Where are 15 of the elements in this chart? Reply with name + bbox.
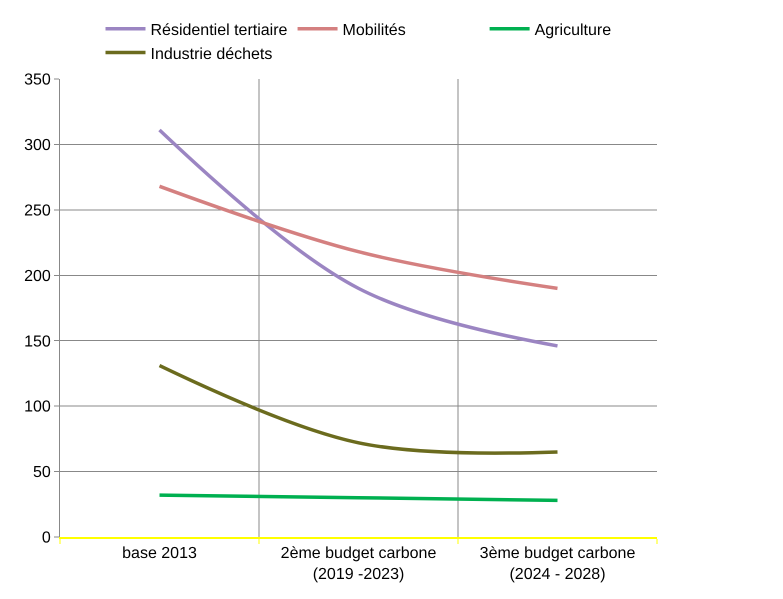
y-tick-label: 200	[24, 268, 51, 285]
y-tick-label: 250	[24, 202, 51, 220]
y-tick-label: 150	[24, 333, 51, 350]
legend-label: Agriculture	[534, 22, 612, 39]
x-tick-label: 3ème budget carbone (2024 - 2028)	[480, 545, 636, 583]
x-tick-label: 2ème budget carbone (2019 -2023)	[280, 545, 436, 583]
x-tick-label: base 2013	[122, 545, 197, 562]
legend-label: Industrie déchets	[150, 46, 272, 63]
y-tick-label: 0	[42, 530, 51, 547]
y-tick-label: 350	[24, 72, 51, 89]
y-tick-label: 50	[33, 464, 51, 482]
legend-label: Résidentiel tertiaire	[150, 22, 288, 39]
y-tick-label: 300	[24, 137, 51, 154]
legend-label: Mobilités	[342, 22, 406, 39]
y-tick-label: 100	[24, 398, 51, 416]
